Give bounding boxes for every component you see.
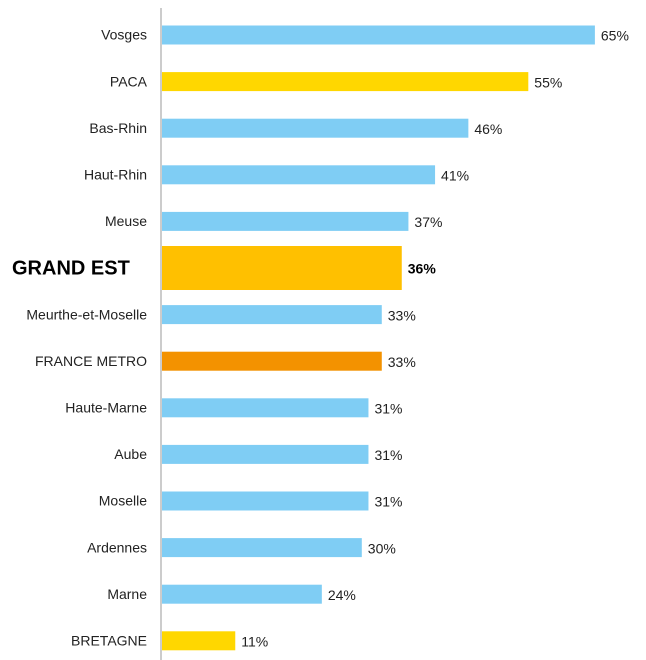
bar xyxy=(162,118,469,138)
category-label: Bas-Rhin xyxy=(89,120,147,136)
value-label: 36% xyxy=(408,261,437,277)
category-label: BRETAGNE xyxy=(71,633,147,649)
bar xyxy=(162,72,529,92)
category-label: Haute-Marne xyxy=(65,400,147,416)
category-label: GRAND EST xyxy=(12,257,130,279)
category-label: Vosges xyxy=(101,27,147,43)
value-label: 31% xyxy=(374,447,402,463)
category-label: PACA xyxy=(110,73,148,89)
value-label: 46% xyxy=(474,121,502,137)
category-label: Marne xyxy=(107,586,147,602)
value-label: 31% xyxy=(374,494,402,510)
value-label: 55% xyxy=(534,74,562,90)
bar xyxy=(162,538,362,558)
value-label: 31% xyxy=(374,401,402,417)
value-label: 30% xyxy=(368,540,396,556)
category-label: Meuse xyxy=(105,213,147,229)
bar xyxy=(162,246,402,290)
bar xyxy=(162,631,236,651)
bar xyxy=(162,25,595,45)
bar xyxy=(162,211,409,231)
category-label: Haut-Rhin xyxy=(84,167,147,183)
category-label: Ardennes xyxy=(87,539,147,555)
value-label: 33% xyxy=(388,307,416,323)
value-label: 65% xyxy=(601,28,629,44)
value-label: 37% xyxy=(414,214,442,230)
category-label: Aube xyxy=(114,446,147,462)
value-label: 41% xyxy=(441,168,469,184)
bar xyxy=(162,351,382,371)
category-label: FRANCE METRO xyxy=(35,353,147,369)
value-label: 11% xyxy=(241,634,268,650)
bar xyxy=(162,398,369,418)
bar xyxy=(162,491,369,511)
value-label: 24% xyxy=(328,587,356,603)
category-label: Meurthe-et-Moselle xyxy=(26,306,147,322)
value-label: 33% xyxy=(388,354,416,370)
bar xyxy=(162,444,369,464)
category-label: Moselle xyxy=(99,493,147,509)
bar xyxy=(162,305,382,325)
bar xyxy=(162,165,436,185)
bar xyxy=(162,584,322,604)
